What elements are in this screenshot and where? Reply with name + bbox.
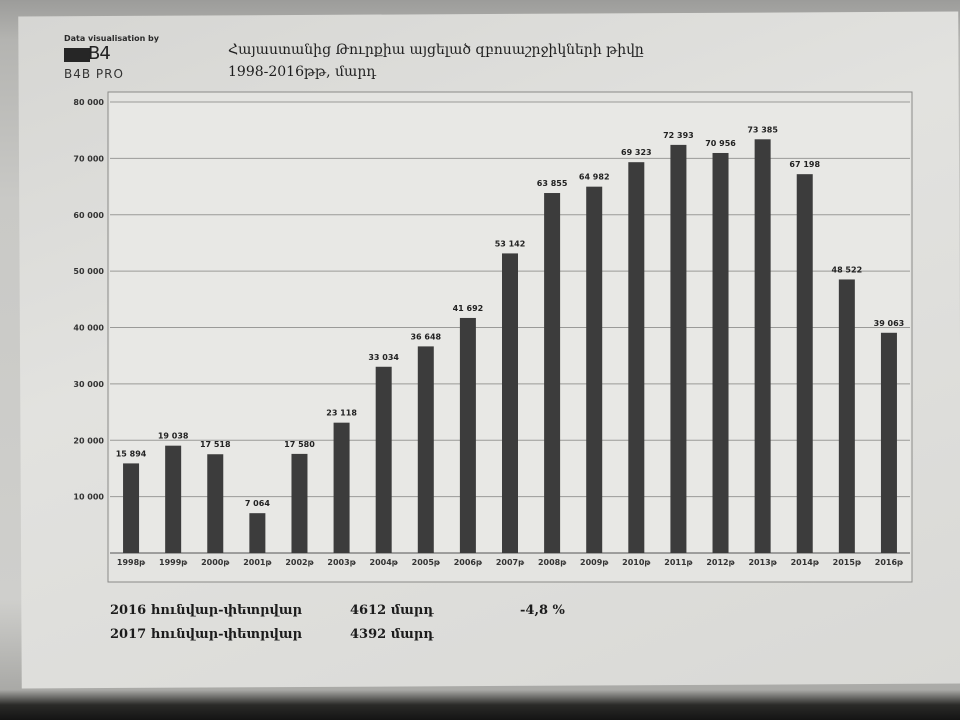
x-tick-label: 2015թ xyxy=(833,558,862,567)
x-tick-label: 2000թ xyxy=(201,558,230,567)
bar xyxy=(249,513,266,553)
bar xyxy=(754,139,771,553)
bar xyxy=(459,317,476,553)
x-tick-label: 2003թ xyxy=(327,558,356,567)
bar xyxy=(165,445,182,553)
y-tick-label: 60 000 xyxy=(73,211,104,220)
data-label: 41 692 xyxy=(453,304,484,313)
x-tick-label: 2001թ xyxy=(243,558,272,567)
footer-row-value: 4612 մարդ xyxy=(350,603,434,618)
y-tick-label: 10 000 xyxy=(73,493,104,502)
data-label: 7 064 xyxy=(245,499,270,508)
bar xyxy=(880,332,897,553)
data-label: 48 522 xyxy=(832,265,863,274)
footer-row-label: 2017 հունվար-փետրվար xyxy=(110,627,303,642)
logo-mark: B4 xyxy=(88,43,111,64)
logo-text: B4B PRO xyxy=(64,67,124,81)
data-label: 72 393 xyxy=(663,131,694,140)
x-tick-label: 2010թ xyxy=(622,558,651,567)
x-tick-label: 2006թ xyxy=(454,558,483,567)
data-label: 39 063 xyxy=(874,319,905,328)
data-label: 67 198 xyxy=(789,160,820,169)
bar xyxy=(502,253,518,553)
bar xyxy=(838,279,855,553)
bar xyxy=(417,346,434,553)
bar xyxy=(586,186,603,553)
x-tick-label: 2002թ xyxy=(285,558,314,567)
data-label: 73 385 xyxy=(747,125,778,134)
x-tick-label: 1998թ xyxy=(117,558,146,567)
x-tick-label: 2011թ xyxy=(664,558,693,567)
y-tick-label: 20 000 xyxy=(73,436,104,445)
credit-text: Data visualisation by xyxy=(64,34,159,43)
data-label: 64 982 xyxy=(579,173,610,182)
bar xyxy=(796,174,813,553)
bar xyxy=(670,144,687,553)
bar xyxy=(375,366,392,553)
bar-chart: 10 000 20 000 30 000 40 000 50 000 60 000 70 0… xyxy=(73,91,913,583)
y-tick-label: 40 000 xyxy=(73,324,104,333)
y-tick-label: 80 000 xyxy=(73,98,104,107)
x-tick-label: 2008թ xyxy=(538,558,567,567)
data-label: 33 034 xyxy=(368,353,399,362)
y-tick-label: 30 000 xyxy=(73,380,104,389)
bar xyxy=(628,162,645,553)
bar xyxy=(207,454,224,553)
footer-row-label: 2016 հունվար-փետրվար xyxy=(110,603,303,618)
x-tick-label: 2005թ xyxy=(412,558,441,567)
data-label: 70 956 xyxy=(705,139,736,148)
data-label: 63 855 xyxy=(537,179,568,188)
data-label: 17 518 xyxy=(200,440,231,449)
bar xyxy=(544,193,561,553)
x-tick-label: 2009թ xyxy=(580,558,609,567)
bar xyxy=(333,422,350,553)
x-tick-label: 2012թ xyxy=(706,558,735,567)
chart-title-line1: Հայաստանից Թուրքիա այցելած զբոսաշրջիկներ… xyxy=(228,42,644,58)
x-tick-label: 2004թ xyxy=(370,558,399,567)
data-label: 53 142 xyxy=(495,239,526,248)
data-label: 15 894 xyxy=(116,449,147,458)
bar xyxy=(123,463,140,553)
bar xyxy=(291,453,308,553)
bar xyxy=(712,152,729,554)
data-label: 19 038 xyxy=(158,432,189,441)
x-tick-label: 1999թ xyxy=(159,558,188,567)
y-tick-label: 50 000 xyxy=(73,267,104,276)
data-label: 17 580 xyxy=(284,440,315,449)
chart-title-line2: 1998-2016թթ, մարդ xyxy=(228,64,377,80)
x-tick-label: 2013թ xyxy=(748,558,777,567)
x-tick-label: 2014թ xyxy=(791,558,820,567)
footer-row-value: 4392 մարդ xyxy=(350,627,434,642)
logo-block xyxy=(64,48,90,62)
data-label: 23 118 xyxy=(326,409,357,418)
data-label: 36 648 xyxy=(410,332,441,341)
x-tick-label: 2007թ xyxy=(496,558,525,567)
footer-row-change: -4,8 % xyxy=(520,603,565,618)
x-tick-label: 2016թ xyxy=(875,558,904,567)
data-label: 69 323 xyxy=(621,148,652,157)
y-tick-label: 70 000 xyxy=(73,154,104,163)
